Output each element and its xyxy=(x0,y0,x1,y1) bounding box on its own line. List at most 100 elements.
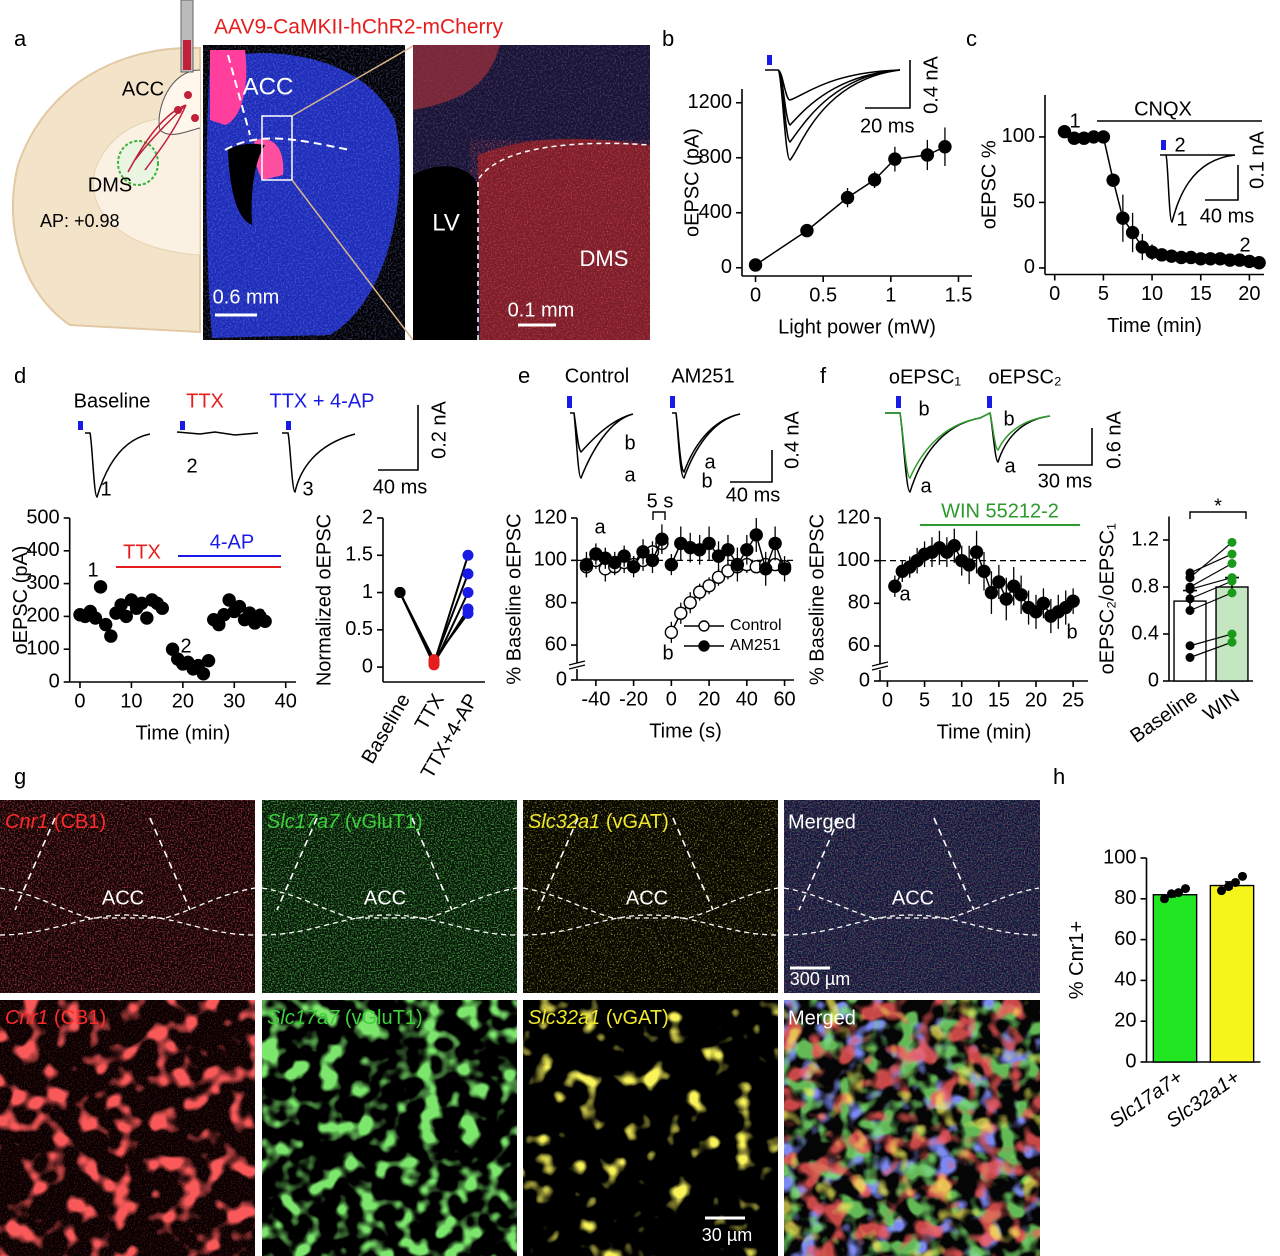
bar xyxy=(1209,884,1255,1063)
point xyxy=(1185,641,1195,651)
x-tick-label: 60 xyxy=(773,688,795,710)
point xyxy=(999,592,1013,606)
point xyxy=(99,617,113,632)
point xyxy=(969,545,984,559)
point xyxy=(1185,594,1195,604)
annotation: 4-AP xyxy=(210,531,254,553)
point xyxy=(1224,882,1233,892)
micrograph-labels: Cnr1 (CB1) Slc17a7 (vGluT1) Slc32a1 (vGA… xyxy=(5,811,934,1244)
y-tick-label: 200 xyxy=(26,605,59,627)
bar xyxy=(1152,894,1198,1063)
trace-label: Control xyxy=(565,365,629,387)
ap-label: AP: +0.98 xyxy=(40,211,120,231)
pair-line xyxy=(399,554,469,667)
panel-letter: f xyxy=(820,363,827,388)
axis-break xyxy=(569,663,585,669)
point xyxy=(1096,130,1111,144)
point xyxy=(992,575,1006,589)
y-tick-label: 0.8 xyxy=(1131,575,1159,597)
y-tick-label: 100 xyxy=(26,637,59,659)
legend-label: AM251 xyxy=(730,637,781,654)
point xyxy=(1036,596,1051,610)
image-label: Merged xyxy=(788,811,856,833)
point xyxy=(462,549,474,561)
x-tick-label: 5 xyxy=(1098,283,1109,305)
y-tick-label: 80 xyxy=(545,591,567,613)
y-tick-label: 60 xyxy=(848,634,870,656)
point xyxy=(702,579,716,593)
point xyxy=(674,606,688,620)
annotation: 2 xyxy=(180,635,191,657)
annotation: oEPSC₁ xyxy=(889,366,962,388)
x-tick-label: 10 xyxy=(951,689,973,711)
chart: 0 400 800 1200 0 0.5 1 1.5 Light power (mW) oEPSC… xyxy=(681,55,972,338)
point xyxy=(1227,637,1237,647)
y-axis-title: % Cnr1+ xyxy=(1066,921,1088,999)
point xyxy=(692,543,707,557)
x-axis-title: Time (min) xyxy=(135,722,230,744)
point xyxy=(196,667,211,681)
x-axis-title: Time (min) xyxy=(1107,315,1202,337)
y-tick-label: 2 xyxy=(362,506,373,528)
point xyxy=(1227,576,1237,586)
point xyxy=(462,587,474,599)
point xyxy=(692,585,707,599)
annotation: b xyxy=(1003,408,1014,430)
pair-line xyxy=(1189,541,1233,579)
legend-marker xyxy=(698,640,710,652)
annotation: 5 s xyxy=(647,490,674,512)
point xyxy=(645,553,660,568)
x-axis-title: Light power (mW) xyxy=(778,316,936,338)
y-axis-title: % Baseline oEPSC xyxy=(806,514,828,685)
region-label: ACC xyxy=(122,78,164,100)
point xyxy=(947,539,961,553)
image-label: Merged xyxy=(788,1007,856,1029)
point xyxy=(867,173,882,187)
annotation: 0.6 nA xyxy=(1103,410,1125,468)
x-tick-label: 0 xyxy=(74,690,85,712)
axis-break xyxy=(568,660,586,670)
legend-label: Control xyxy=(730,617,782,634)
annotation: 20 ms xyxy=(860,115,914,137)
y-axis-title: oEPSC (pA) xyxy=(10,546,32,655)
virus-label: AAV9-CaMKII-hChR2-mCherry xyxy=(214,16,504,39)
point xyxy=(1160,894,1169,904)
point xyxy=(462,607,474,619)
point xyxy=(1227,629,1237,639)
y-tick-label: 400 xyxy=(699,201,732,223)
annotation: 40 ms xyxy=(1200,205,1254,227)
y-tick-label: 0 xyxy=(721,256,732,278)
pair-line xyxy=(1189,592,1233,612)
point xyxy=(1125,225,1140,240)
scale-label: 30 µm xyxy=(702,1225,752,1245)
annotation: CNQX xyxy=(1134,98,1192,120)
point xyxy=(1185,653,1195,662)
annotation: WIN 55212-2 xyxy=(941,500,1059,522)
annotation: TTX xyxy=(123,541,161,563)
point xyxy=(888,152,902,166)
annotation: Baseline xyxy=(74,390,151,412)
micrographs xyxy=(0,800,1040,1256)
region-label: ACC xyxy=(892,887,934,909)
point xyxy=(626,560,641,574)
point xyxy=(800,223,814,238)
image-label: Slc32a1 (vGAT) xyxy=(528,811,669,833)
annotation: b xyxy=(662,642,673,664)
y-axis-title: oEPSC % xyxy=(978,140,1000,229)
point xyxy=(428,654,440,666)
point xyxy=(683,596,697,610)
y-tick-label: 80 xyxy=(848,592,870,614)
y-tick-label: 0 xyxy=(556,668,567,690)
y-axis-title: Normalized oEPSC xyxy=(313,514,335,686)
y-axis-title: % Baseline oEPSC xyxy=(503,513,525,684)
point xyxy=(888,579,902,593)
pair-line xyxy=(1189,553,1233,574)
point xyxy=(758,562,773,576)
annotation: a xyxy=(594,516,606,538)
panel-letter: g xyxy=(14,764,26,789)
pair-line xyxy=(1189,633,1233,647)
point xyxy=(155,601,169,615)
